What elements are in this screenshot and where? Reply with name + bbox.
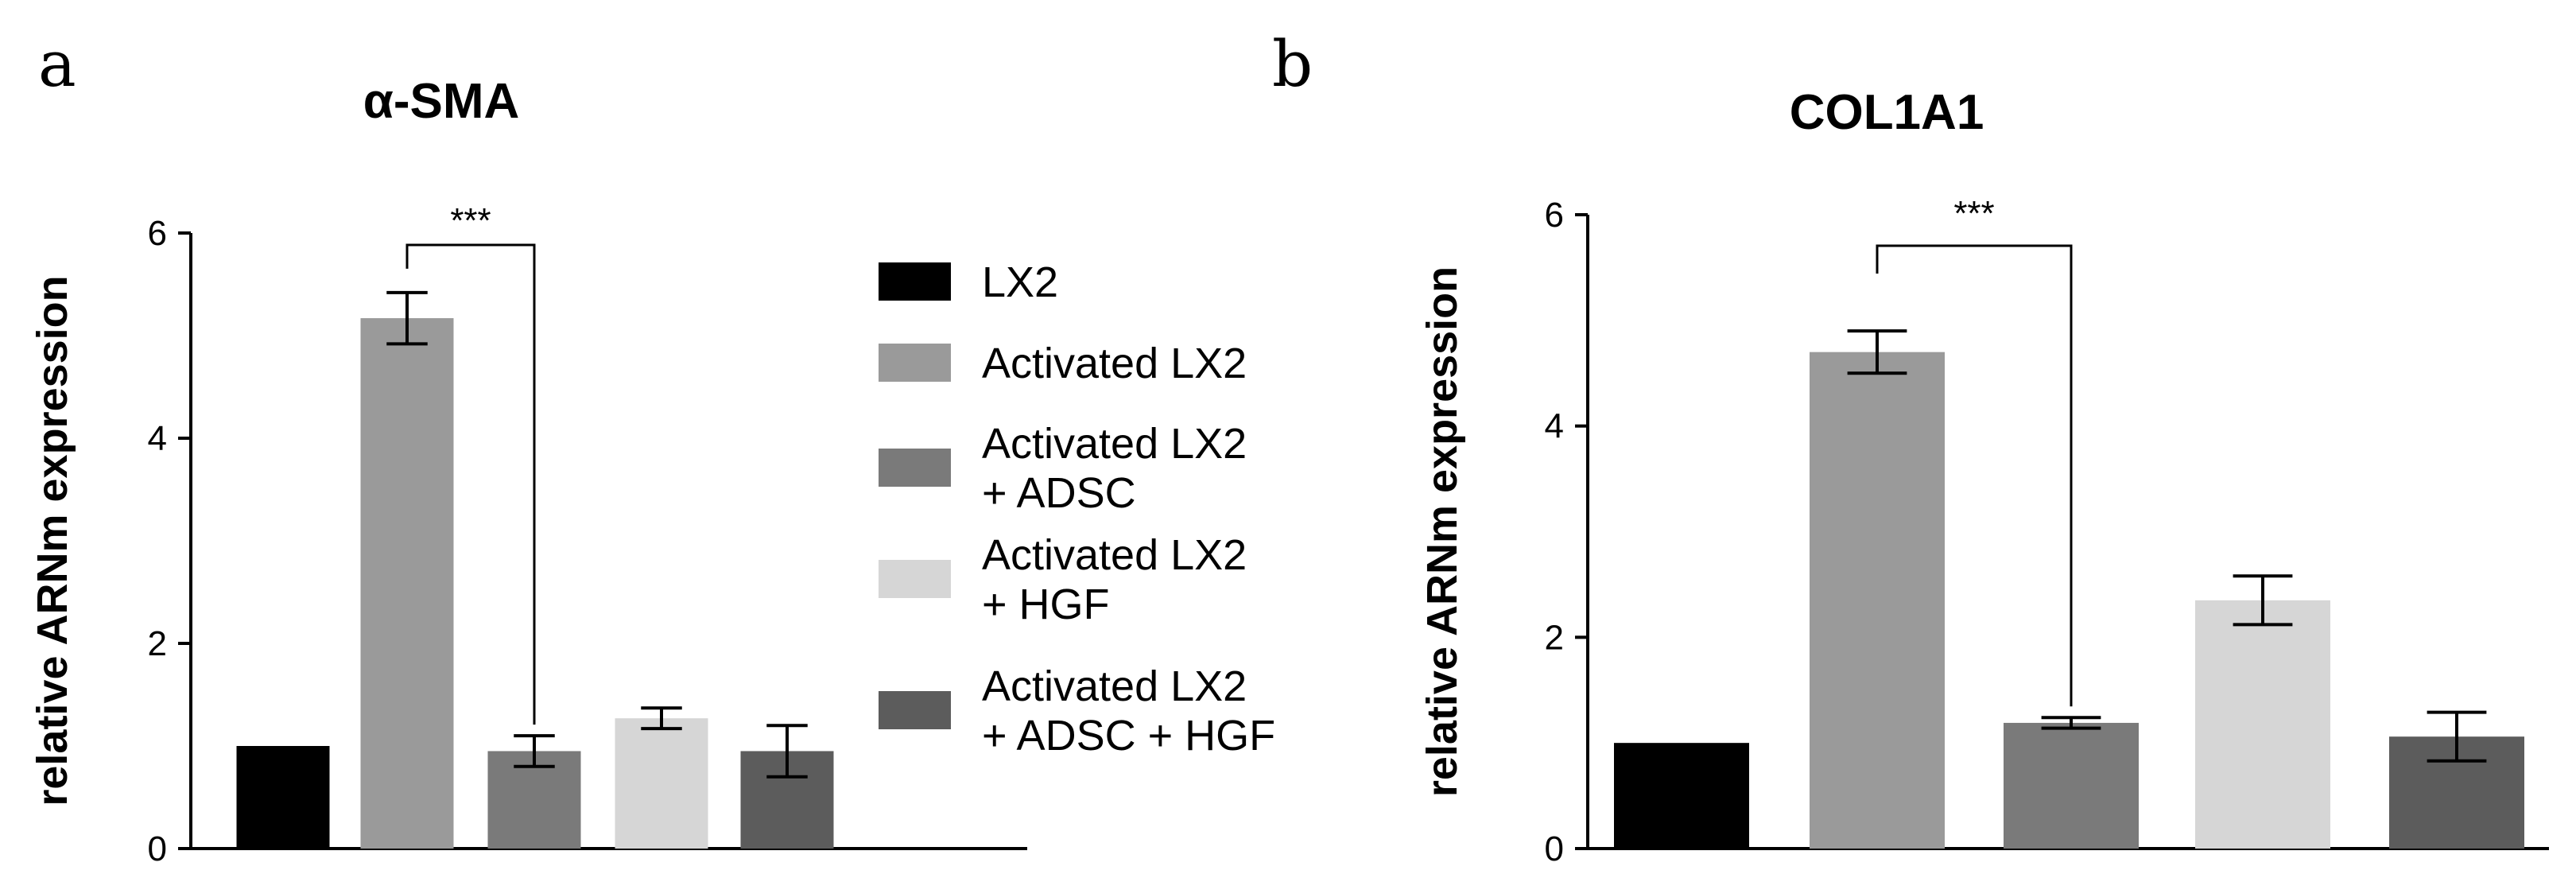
- bar: [1614, 743, 1749, 849]
- significance-label: ***: [450, 201, 491, 240]
- y-tick-label: 4: [1545, 407, 1564, 446]
- bar: [1810, 352, 1945, 849]
- legend-label: Activated LX2: [982, 340, 1247, 387]
- legend-label: Activated LX2: [982, 531, 1247, 579]
- legend-swatch: [879, 449, 951, 487]
- legend-label: Activated LX2: [982, 662, 1247, 710]
- legend-label: + ADSC + HGF: [982, 712, 1275, 760]
- legend-swatch: [879, 560, 951, 598]
- chart-col1a1: COL1A1 relative ARNm expression 0 2 4 6 ***: [1418, 85, 2549, 868]
- significance-bracket: [1876, 244, 2073, 707]
- y-axis-label: relative ARNm expression: [29, 275, 76, 806]
- legend-label: + ADSC: [982, 469, 1136, 517]
- y-tick-label: 6: [148, 214, 167, 253]
- significance-bracket: [405, 243, 536, 725]
- panel-label-b: b: [1272, 27, 1313, 101]
- legend-swatch: [879, 344, 951, 382]
- y-tick-label: 2: [148, 624, 167, 663]
- legend-label: LX2: [982, 258, 1058, 306]
- bar: [236, 746, 330, 849]
- y-tick-label: 2: [1545, 618, 1564, 657]
- y-axis-label: relative ARNm expression: [1418, 266, 1466, 797]
- legend-label: Activated LX2: [982, 420, 1247, 468]
- legend-swatch: [879, 691, 951, 729]
- y-tick-label: 0: [148, 829, 167, 868]
- y-tick-label: 6: [1545, 196, 1564, 235]
- bar: [2195, 600, 2330, 849]
- bar: [615, 718, 708, 849]
- chart-title: COL1A1: [1790, 85, 1984, 140]
- panel-label-a: a: [38, 27, 76, 101]
- legend-label: + HGF: [982, 581, 1110, 628]
- chart-alpha-sma: α-SMA relative ARNm expression 0 2 4 6 ***: [29, 74, 1027, 868]
- bar: [360, 318, 454, 849]
- chart-title: α-SMA: [363, 74, 520, 129]
- bar: [2004, 722, 2139, 849]
- significance-label: ***: [1953, 194, 1994, 233]
- legend-swatch: [879, 262, 951, 301]
- y-tick-label: 4: [148, 419, 167, 458]
- y-tick-label: 0: [1545, 829, 1564, 868]
